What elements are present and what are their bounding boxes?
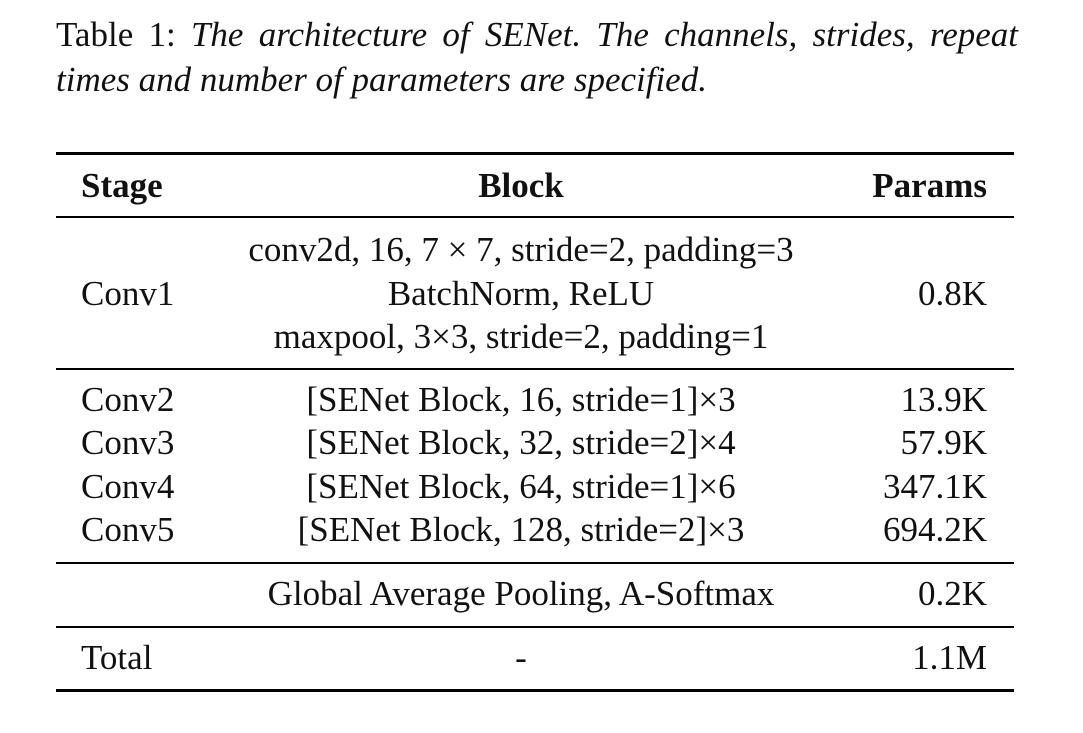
top-rule [56,152,1014,155]
block-cell: [SENet Block, 64, stride=1]×6 [306,467,736,506]
params-cell: 347.1K [882,467,987,506]
params-cell: 0.2K [917,574,987,613]
block-cell: [SENet Block, 32, stride=2]×4 [306,423,736,462]
block-line: maxpool, 3×3, stride=2, padding=1 [273,317,769,356]
header-block: Block [478,166,564,205]
block-cell: [SENet Block, 16, stride=1]×3 [306,380,736,419]
stage-cell: Total [81,638,153,677]
block-line: conv2d, 16, 7 × 7, stride=2, padding=3 [248,230,794,269]
conv1-rule [56,368,1014,370]
bottom-rule [56,689,1014,692]
stage-cell: Conv2 [81,380,175,419]
table-caption: Table 1: The architecture of SENet. The … [56,12,1018,102]
stage-cell: Conv4 [81,467,175,506]
caption-label: Table 1: [56,15,176,54]
params-cell: 694.2K [882,510,987,549]
stage-cell: Conv5 [81,510,175,549]
block-cell: [SENet Block, 128, stride=2]×3 [297,510,745,549]
params-cell: 1.1M [912,638,987,677]
block-cell: - [515,638,527,677]
header-rule [56,216,1014,218]
stage-cell: Conv3 [81,423,175,462]
params-cell: 0.8K [917,274,987,313]
stages-rule [56,562,1014,564]
header-params: Params [872,166,987,205]
params-cell: 57.9K [900,423,987,462]
block-line: BatchNorm, ReLU [387,274,655,313]
stage-cell: Conv1 [81,274,175,313]
pooling-rule [56,626,1014,628]
params-cell: 13.9K [900,380,987,419]
architecture-table: Stage Block Params Conv1 conv2d, 16, 7 ×… [56,152,1014,692]
header-stage: Stage [81,166,163,205]
caption-text: The architecture of SENet. The channels,… [56,15,1018,99]
block-cell: Global Average Pooling, A-Softmax [267,574,775,613]
